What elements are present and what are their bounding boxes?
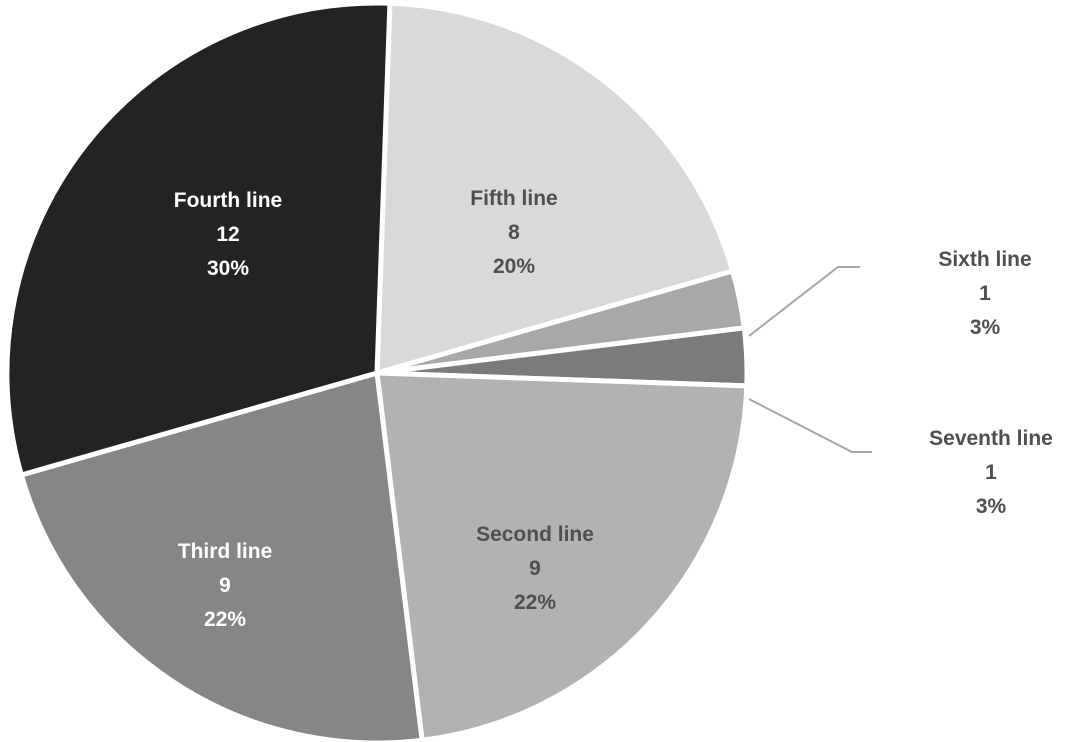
- leader-line-seventh-line: [748, 398, 872, 453]
- slice-value: 9: [529, 557, 541, 580]
- slice-percent: 20%: [493, 255, 535, 278]
- slice-label-seventh-line: Seventh line 1 3%: [929, 427, 1053, 518]
- slice-label-sixth-line: Sixth line 1 3%: [938, 248, 1031, 339]
- slice-label-fourth-line: Fourth line 12 30%: [174, 189, 283, 280]
- slice-value: 12: [216, 223, 239, 246]
- slice-name: Sixth line: [938, 248, 1031, 271]
- slice-percent: 3%: [976, 495, 1007, 518]
- slice-value: 8: [508, 221, 520, 244]
- slice-percent: 22%: [514, 591, 556, 614]
- slice-value: 1: [985, 461, 997, 484]
- pie-slice-fourth-line: [4, 0, 393, 478]
- pie-slices: [4, 0, 750, 742]
- slice-label-second-line: Second line 9 22%: [476, 523, 594, 614]
- slice-percent: 22%: [204, 608, 246, 631]
- slice-percent: 30%: [207, 257, 249, 280]
- slice-name: Second line: [476, 523, 594, 546]
- slice-name: Fifth line: [470, 187, 558, 210]
- slice-label-fifth-line: Fifth line 8 20%: [470, 187, 558, 278]
- pie-labels: Fifth line 8 20% Sixth line 1 3% Seventh line 1…: [174, 187, 1053, 631]
- leader-line-sixth-line: [748, 266, 860, 337]
- slice-label-third-line: Third line 9 22%: [178, 540, 273, 631]
- slice-name: Third line: [178, 540, 273, 563]
- slice-value: 1: [979, 282, 991, 305]
- slice-value: 9: [219, 574, 231, 597]
- pie-slice-third-line: [18, 370, 425, 742]
- slice-name: Seventh line: [929, 427, 1053, 450]
- pie-slice-fifth-line: [374, 0, 736, 376]
- pie-slice-second-line: [374, 370, 750, 742]
- slice-percent: 3%: [970, 316, 1001, 339]
- slice-name: Fourth line: [174, 189, 283, 212]
